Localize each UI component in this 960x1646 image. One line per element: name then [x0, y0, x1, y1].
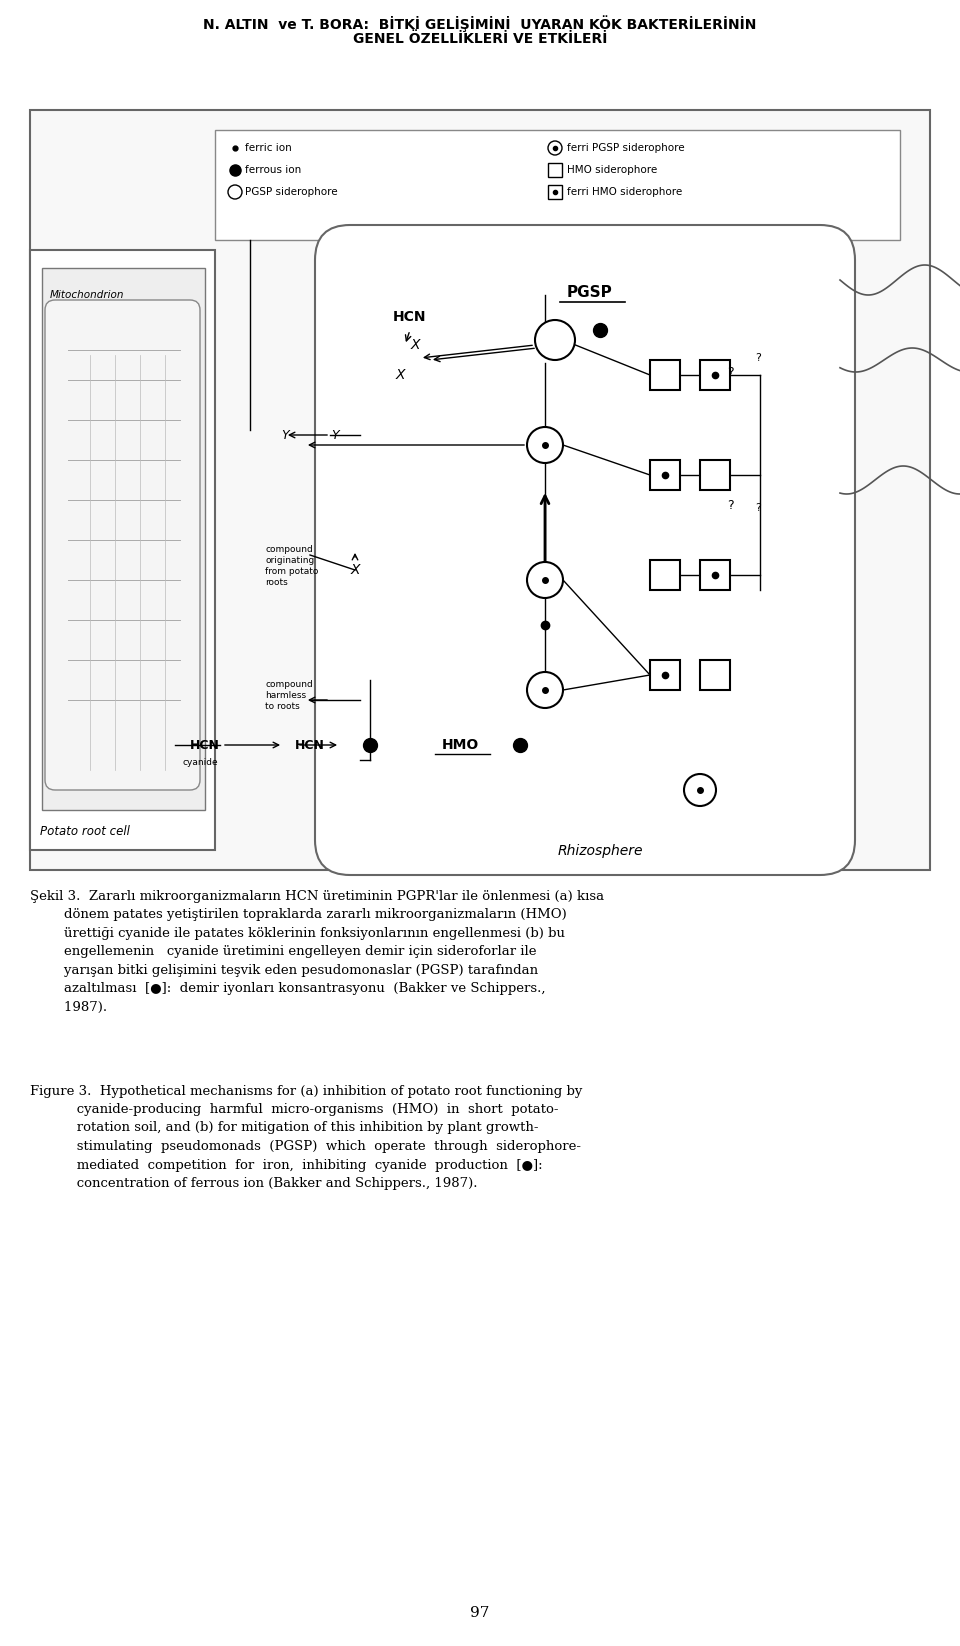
Circle shape — [684, 774, 716, 807]
Text: GENEL ÖZELLİKLERİ VE ETKİLERİ: GENEL ÖZELLİKLERİ VE ETKİLERİ — [353, 31, 607, 46]
Circle shape — [228, 184, 242, 199]
Text: X: X — [410, 337, 420, 352]
FancyBboxPatch shape — [315, 226, 855, 876]
Text: cyanide-producing  harmful  micro-organisms  (HMO)  in  short  potato-
         : cyanide-producing harmful micro-organism… — [30, 1103, 581, 1190]
Bar — [548, 163, 562, 178]
Bar — [700, 560, 730, 589]
Text: cyanide: cyanide — [182, 757, 218, 767]
Bar — [548, 184, 562, 199]
Bar — [700, 360, 730, 390]
Text: HCN: HCN — [295, 739, 324, 752]
Circle shape — [527, 672, 563, 708]
Text: HMO: HMO — [442, 737, 479, 752]
Text: Şekil 3.  Zararlı mikroorganizmaların HCN üretiminin PGPR'lar ile önlenmesi (a) : Şekil 3. Zararlı mikroorganizmaların HCN… — [30, 890, 604, 904]
Circle shape — [527, 426, 563, 463]
Text: X: X — [396, 369, 405, 382]
Text: Figure 3.  Hypothetical mechanisms for (a) inhibition of potato root functioning: Figure 3. Hypothetical mechanisms for (a… — [30, 1085, 583, 1098]
Text: X: X — [350, 563, 360, 578]
Bar — [650, 360, 680, 390]
Text: Rhizosphere: Rhizosphere — [557, 844, 643, 858]
Bar — [42, 268, 205, 810]
Bar — [30, 110, 930, 871]
Text: ?: ? — [727, 499, 733, 512]
Bar — [650, 560, 680, 589]
Text: dönem patates yetiştirilen topraklarda zararlı mikroorganizmaların (HMO)
       : dönem patates yetiştirilen topraklarda z… — [30, 909, 566, 1014]
Text: ?: ? — [755, 352, 761, 364]
Text: ferrous ion: ferrous ion — [245, 165, 301, 174]
Circle shape — [527, 561, 563, 597]
Circle shape — [535, 319, 575, 360]
Text: 97: 97 — [470, 1606, 490, 1620]
Text: ferric ion: ferric ion — [245, 143, 292, 153]
Text: ferri PGSP siderophore: ferri PGSP siderophore — [567, 143, 684, 153]
Bar — [700, 660, 730, 690]
Text: HCN: HCN — [190, 739, 220, 752]
Text: Mitochondrion: Mitochondrion — [50, 290, 125, 300]
Text: HCN: HCN — [394, 309, 427, 324]
Text: Potato root cell: Potato root cell — [40, 825, 130, 838]
Bar — [700, 459, 730, 491]
Text: HMO siderophore: HMO siderophore — [567, 165, 658, 174]
Text: PGSP: PGSP — [567, 285, 612, 300]
Text: Y: Y — [281, 428, 289, 441]
Bar — [30, 250, 215, 849]
Text: ?: ? — [727, 365, 733, 379]
Text: ?: ? — [755, 504, 761, 514]
FancyBboxPatch shape — [45, 300, 200, 790]
Text: N. ALTIN  ve T. BORA:  BİTKİ GELİŞİMİNİ  UYARAN KÖK BAKTERİLERİNİN: N. ALTIN ve T. BORA: BİTKİ GELİŞİMİNİ UY… — [204, 15, 756, 31]
Text: Y: Y — [331, 428, 339, 441]
Text: PGSP siderophore: PGSP siderophore — [245, 188, 338, 198]
Circle shape — [548, 142, 562, 155]
Text: compound
originating
from potato
roots: compound originating from potato roots — [265, 545, 319, 588]
Text: ferri HMO siderophore: ferri HMO siderophore — [567, 188, 683, 198]
Bar — [650, 459, 680, 491]
Bar — [650, 660, 680, 690]
Text: compound
harmless
to roots: compound harmless to roots — [265, 680, 313, 711]
Bar — [215, 130, 900, 240]
